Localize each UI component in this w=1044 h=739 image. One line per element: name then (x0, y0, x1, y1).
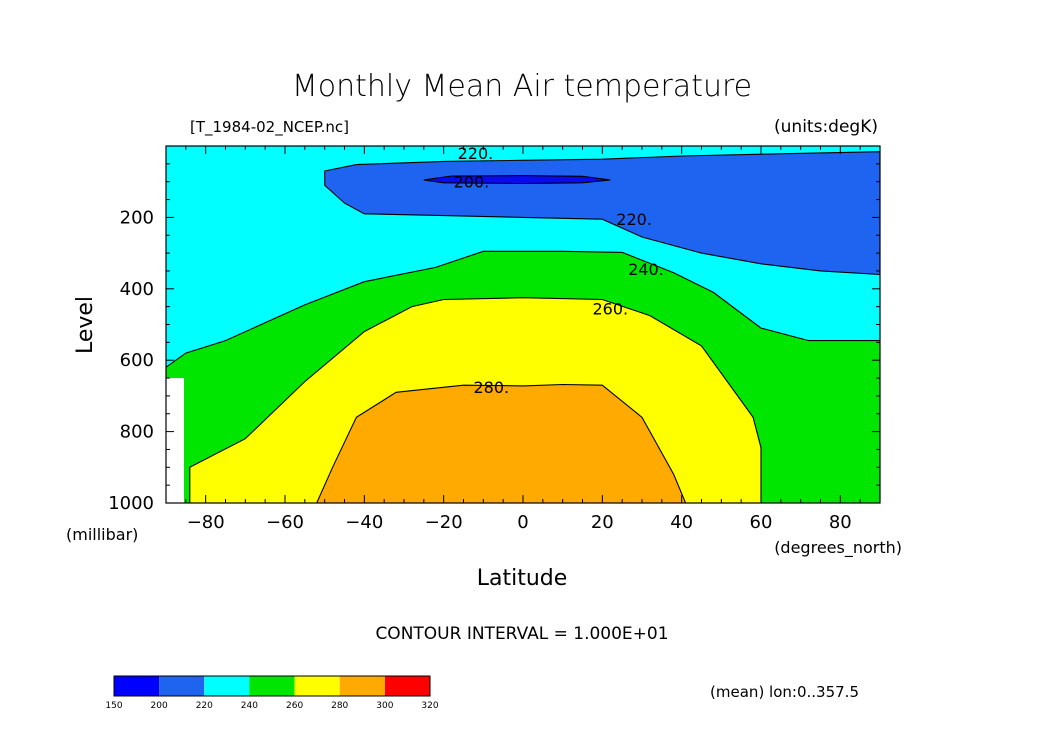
units-label: (units:degK) (774, 117, 878, 137)
contour-line (324, 151, 880, 276)
missing-data-region (166, 378, 184, 503)
x-tick-label: −60 (266, 512, 304, 533)
colorbar-label: 300 (376, 701, 393, 711)
colorbar-swatch (204, 676, 250, 696)
x-tick-label: 0 (517, 512, 528, 533)
file-label: [T_1984-02_NCEP.nc] (190, 118, 349, 137)
x-tick-label: 60 (750, 512, 773, 533)
colorbar-swatch (114, 676, 160, 696)
x-tick-label: 20 (591, 512, 614, 533)
colorbar-swatch (294, 676, 340, 696)
plot-area (166, 146, 880, 503)
colorbar-swatch (384, 676, 430, 696)
contour-label: 280. (473, 378, 509, 397)
x-axis: −80 −60 −40 −20 0 20 40 60 80 (165, 146, 881, 533)
x-tick-label: −40 (345, 512, 383, 533)
colorbar-label: 150 (105, 701, 122, 711)
colorbar-frame (113, 675, 431, 697)
contour-band-200-210 (423, 175, 611, 184)
chart-title: Monthly Mean Air temperature (292, 69, 752, 104)
contour-label: 220. (616, 210, 652, 229)
contour-fill-layer (166, 146, 880, 503)
contour-line-layer (166, 151, 880, 503)
contour-label: 200. (454, 173, 490, 192)
contour-labels: 220. 200. 220. 240. 260. 280. (454, 144, 664, 397)
x-axis-units: (degrees_north) (774, 538, 902, 558)
contour-line (423, 175, 611, 185)
y-tick-label: 600 (120, 350, 154, 371)
y-tick-label: 800 (120, 422, 154, 443)
colorbar-swatch (159, 676, 205, 696)
contour-line (166, 250, 880, 503)
y-tick-label: 1000 (108, 493, 154, 514)
x-tick-label: −20 (425, 512, 463, 533)
contour-label: 240. (628, 260, 664, 279)
contour-label: 260. (592, 299, 628, 318)
colorbar: 150 200 220 240 260 280 300 320 (105, 675, 439, 711)
x-tick-label: −80 (187, 512, 225, 533)
x-tick-label: 80 (829, 512, 852, 533)
y-axis-label: Level (73, 296, 98, 354)
contour-band-270-290 (316, 384, 686, 503)
colorbar-swatch (339, 676, 385, 696)
y-axis: 200 400 600 800 1000 (108, 145, 880, 514)
colorbar-label: 280 (331, 701, 348, 711)
colorbar-label: 260 (286, 701, 303, 711)
colorbar-swatch (249, 676, 295, 696)
contour-label: 220. (458, 144, 494, 163)
mean-longitude-note: (mean) lon:0..357.5 (710, 683, 859, 701)
y-tick-label: 400 (120, 279, 154, 300)
contour-interval-note: CONTOUR INTERVAL = 1.000E+01 (375, 624, 668, 644)
y-tick-label: 200 (120, 207, 154, 228)
colorbar-label: 220 (196, 701, 213, 711)
colorbar-label: 200 (151, 701, 168, 711)
x-tick-label: 40 (670, 512, 693, 533)
contour-line (316, 383, 687, 503)
y-axis-units: (millibar) (66, 525, 138, 544)
colorbar-label: 320 (421, 701, 438, 711)
contour-line (189, 297, 762, 503)
x-axis-label: Latitude (477, 566, 568, 591)
colorbar-label: 240 (241, 701, 258, 711)
